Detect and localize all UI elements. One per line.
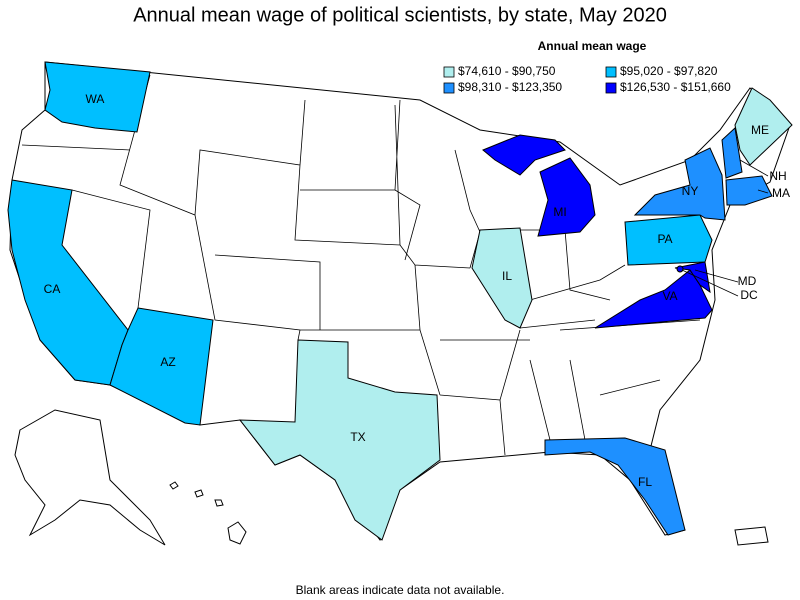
legend-title: Annual mean wage — [538, 39, 647, 53]
alaska — [14, 409, 166, 546]
legend-swatch — [605, 82, 617, 94]
state — [676, 265, 684, 273]
legend-label: $74,610 - $90,750 — [458, 64, 556, 78]
hawaii — [169, 481, 247, 545]
state — [633, 147, 726, 221]
state-label: NH — [769, 169, 786, 183]
state-label: AZ — [160, 355, 175, 369]
state-label: FL — [638, 475, 652, 489]
state-label: ME — [751, 123, 769, 137]
legend-swatch — [443, 66, 455, 78]
state-label: MI — [553, 205, 566, 219]
state-label: MA — [772, 186, 790, 200]
legend-label: $95,020 - $97,820 — [620, 64, 718, 78]
footnote: Blank areas indicate data not available. — [296, 583, 505, 597]
state — [471, 227, 533, 329]
legend: $74,610 - $90,750 $95,020 - $97,820 $98,31… — [443, 64, 731, 94]
state — [674, 261, 711, 294]
map-title: Annual mean wage of political scientists… — [133, 4, 667, 26]
state — [238, 339, 441, 541]
state — [544, 437, 686, 536]
state — [624, 214, 713, 266]
callouts — [681, 159, 769, 297]
state — [734, 87, 793, 166]
state-label: PA — [657, 232, 672, 246]
state-label: MD — [738, 274, 757, 288]
puerto-rico — [734, 526, 769, 546]
state — [482, 134, 596, 237]
state-label: CA — [44, 282, 61, 296]
state — [44, 61, 151, 133]
legend-swatch — [605, 66, 617, 78]
state — [725, 175, 773, 206]
state — [109, 307, 214, 426]
state-label: VA — [662, 289, 677, 303]
state-label: NY — [682, 184, 699, 198]
state-label: TX — [350, 430, 365, 444]
legend-label: $98,310 - $123,350 — [458, 80, 562, 94]
legend-swatch — [443, 82, 455, 94]
state — [721, 126, 743, 179]
state — [7, 179, 129, 386]
state-label: DC — [740, 288, 758, 302]
legend-label: $126,530 - $151,660 — [620, 80, 731, 94]
state-label: IL — [502, 269, 512, 283]
state-label: WA — [86, 92, 105, 106]
